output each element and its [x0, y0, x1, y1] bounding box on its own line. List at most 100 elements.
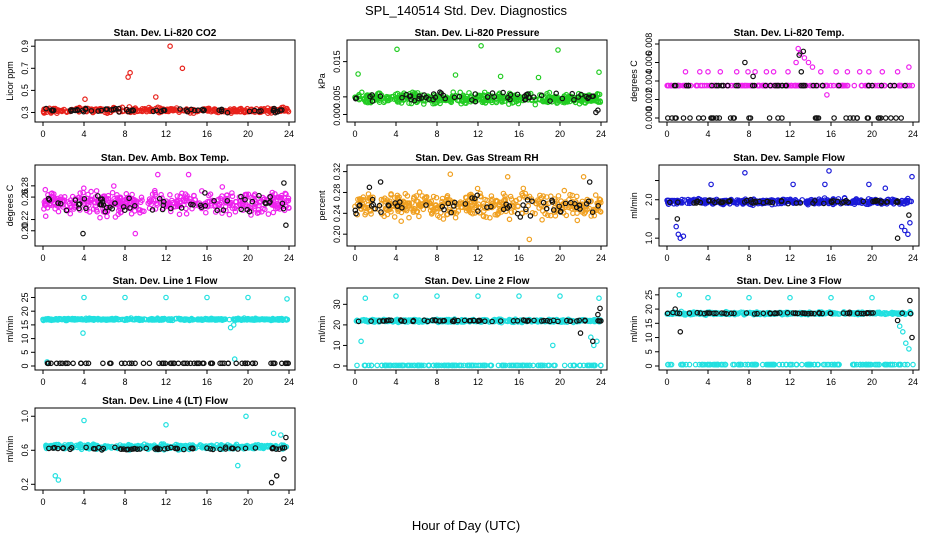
data-point [281, 444, 288, 451]
data-point [537, 362, 544, 369]
data-point [573, 204, 580, 211]
y-tick-label: 15 [20, 320, 30, 330]
data-point [774, 310, 780, 317]
data-point [863, 361, 869, 368]
data-point [775, 82, 782, 89]
panel-title: Stan. Dev. Line 1 Flow [113, 276, 218, 287]
data-point [811, 310, 817, 317]
data-point [664, 310, 671, 317]
data-point [82, 96, 88, 103]
data-point [160, 441, 167, 447]
data-point [256, 199, 263, 206]
data-point [877, 115, 884, 121]
data-point [586, 179, 593, 185]
series-black [352, 179, 602, 220]
data-point [77, 190, 84, 196]
data-point [574, 210, 580, 216]
data-point [450, 209, 457, 216]
data-point [480, 203, 487, 210]
data-point [760, 82, 767, 89]
data-point [686, 310, 693, 316]
data-point [556, 203, 563, 210]
series-black [664, 48, 908, 121]
data-point [283, 316, 290, 323]
data-point [565, 93, 572, 100]
data-point [711, 199, 718, 206]
data-point [596, 295, 602, 302]
data-point [92, 203, 99, 210]
x-tick-label: 4 [393, 377, 398, 387]
data-point [72, 197, 79, 203]
data-point [710, 361, 716, 368]
data-point [129, 191, 135, 198]
data-point [705, 294, 711, 301]
data-point [785, 200, 791, 207]
data-point [377, 93, 384, 100]
data-point [214, 207, 221, 214]
x-tick-label: 8 [746, 377, 751, 387]
data-point [538, 318, 545, 324]
data-point [469, 210, 476, 217]
y-tick-label: 0.32 [332, 163, 342, 181]
data-point [394, 46, 400, 53]
data-point [355, 318, 362, 325]
data-point [168, 205, 174, 212]
y-tick-label: 0.002 [644, 88, 654, 111]
data-point [717, 69, 724, 75]
data-point [474, 185, 481, 192]
data-point [149, 207, 156, 213]
data-point [536, 205, 542, 211]
x-tick-label: 24 [596, 129, 606, 139]
data-point [730, 361, 736, 368]
data-point [93, 188, 100, 194]
data-point [398, 318, 405, 324]
data-point [730, 115, 737, 121]
y-tick-label: 0.000 [644, 107, 654, 130]
x-tick-label: 12 [785, 253, 795, 263]
data-point [123, 196, 130, 203]
data-point [541, 362, 548, 369]
data-point [130, 316, 136, 323]
data-point [55, 477, 62, 483]
data-point [680, 82, 686, 89]
data-point [278, 360, 285, 367]
data-point [129, 360, 135, 367]
data-point [694, 82, 701, 89]
data-point [138, 194, 145, 201]
figure-xlabel: Hour of Day (UTC) [412, 518, 520, 533]
data-point [112, 214, 119, 220]
data-point [252, 445, 259, 451]
data-point [219, 210, 225, 216]
data-point [592, 192, 599, 198]
data-point [766, 115, 773, 121]
data-point [793, 59, 799, 66]
data-point [394, 203, 401, 209]
data-point [107, 360, 113, 367]
data-point [107, 204, 113, 211]
data-point [701, 82, 708, 89]
data-point [787, 294, 793, 301]
x-tick-label: 12 [161, 377, 171, 387]
data-point [830, 198, 837, 204]
data-point [500, 89, 506, 96]
y-tick-label: 5 [20, 350, 30, 355]
data-point [369, 92, 376, 98]
data-point [358, 338, 364, 345]
y-axis-label: Licor ppm [5, 61, 15, 101]
data-point [584, 206, 590, 213]
data-point [419, 92, 426, 99]
data-point [500, 190, 507, 197]
plot-frame [34, 39, 296, 123]
data-point [352, 207, 359, 214]
data-point [362, 295, 369, 302]
x-tick-label: 24 [284, 253, 294, 263]
data-point [530, 94, 537, 100]
data-point [150, 316, 156, 323]
data-point [385, 202, 392, 208]
data-point [595, 107, 601, 114]
plot-frame [346, 164, 608, 247]
data-point [498, 98, 505, 104]
data-point [160, 360, 167, 367]
data-point [875, 115, 882, 121]
data-point [540, 199, 547, 206]
